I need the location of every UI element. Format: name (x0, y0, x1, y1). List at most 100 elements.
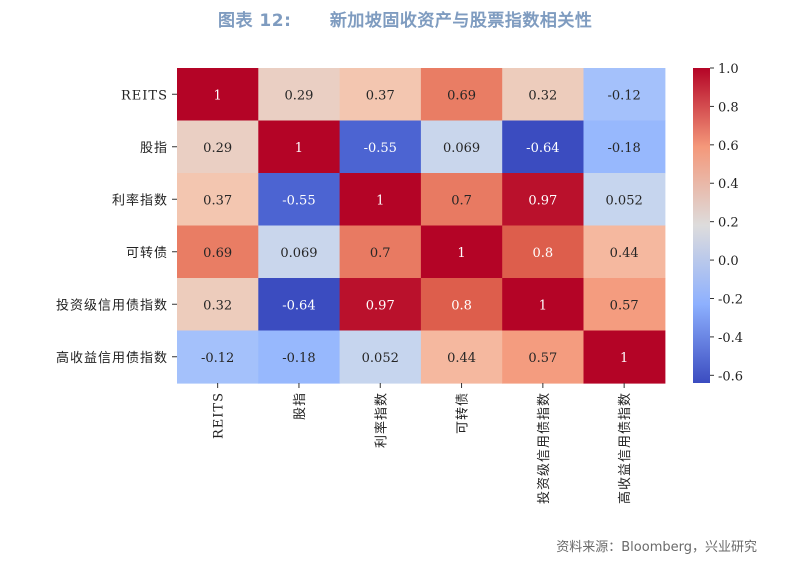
colorbar-tick-label: 0.8 (718, 100, 739, 115)
cell-value-label: 0.44 (610, 246, 639, 261)
source-note: 资料来源：Bloomberg，兴业研究 (556, 540, 757, 555)
row-label: 利率指数 (112, 192, 168, 208)
cell-value-label: 0.052 (362, 351, 399, 366)
heatmap-cell (420, 225, 503, 279)
cell-value-label: 0.069 (443, 141, 480, 156)
colorbar-tick-label: 0.6 (718, 139, 739, 154)
cell-value-label: -0.12 (201, 351, 234, 366)
heatmap-cell (258, 173, 341, 227)
heatmap-cell (420, 173, 503, 227)
heatmap-cell (502, 225, 585, 279)
cell-value-label: 0.8 (533, 246, 554, 261)
heatmap-cell (583, 330, 666, 384)
row-label: 可转债 (126, 246, 168, 261)
cell-value-label: 1 (620, 351, 628, 366)
cell-value-label: -0.55 (282, 193, 315, 208)
heatmap-cell (339, 278, 422, 332)
cell-value-label: 0.069 (280, 246, 317, 261)
heatmap-cell (258, 278, 341, 332)
colorbar (693, 68, 710, 383)
cell-value-label: 0.69 (447, 88, 476, 103)
heatmap-cell (583, 225, 666, 279)
cell-value-label: -0.18 (607, 141, 640, 156)
heatmap-cell (177, 173, 259, 227)
heatmap-cell (502, 278, 585, 332)
cell-value-label: 1 (376, 193, 384, 208)
cell-value-label: -0.64 (526, 141, 559, 156)
cell-value-label: -0.64 (282, 298, 315, 313)
cell-value-label: 0.37 (366, 88, 395, 103)
cell-value-label: 0.97 (366, 298, 395, 313)
heatmap-cell (583, 173, 666, 227)
heatmap-cell (258, 225, 341, 279)
cell-value-label: 0.32 (203, 298, 232, 313)
heatmap-cell (177, 330, 259, 384)
heatmap-cells: 1 0.29 0.37 0.69 0.32 -0.12 0.29 1 -0.55 0.069 -0.… (177, 68, 666, 384)
cell-value-label: 1 (295, 141, 303, 156)
row-label: 股指 (140, 141, 168, 156)
cell-value-label: 0.57 (528, 351, 557, 366)
heatmap-cell (502, 68, 585, 122)
heatmap-cell (339, 225, 422, 279)
col-label: REITS (212, 392, 227, 439)
heatmap-cell (258, 120, 341, 174)
heatmap-cell (339, 120, 422, 174)
heatmap-cell (420, 330, 503, 384)
heatmap-cell (339, 68, 422, 122)
heatmap-cell (502, 173, 585, 227)
cell-value-label: 0.29 (284, 88, 313, 103)
cell-value-label: 0.97 (528, 193, 557, 208)
heatmap-cell (177, 68, 259, 122)
heatmap-cell (339, 173, 422, 227)
cell-value-label: 1 (539, 298, 547, 313)
heatmap-cell (583, 68, 666, 122)
col-label: 高收益信用债指数 (617, 392, 633, 504)
row-label: 投资级信用债指数 (56, 297, 168, 313)
cell-value-label: 1 (457, 246, 465, 261)
cell-value-label: 0.44 (447, 351, 476, 366)
heatmap-cell (420, 278, 503, 332)
heatmap-cell (583, 120, 666, 174)
colorbar-tick-label: 0.2 (718, 216, 739, 231)
col-label: 可转债 (456, 392, 471, 434)
heatmap-cell (258, 68, 341, 122)
heatmap-cell (502, 330, 585, 384)
cell-value-label: -0.55 (364, 141, 397, 156)
heatmap-cell (177, 120, 259, 174)
heatmap-cell (177, 225, 259, 279)
colorbar-tick-label: 1.0 (718, 62, 739, 77)
heatmap-cell (177, 278, 259, 332)
col-labels: REITS 股指 利率指数 可转债 投资级信用债指数 高收益信用债指数 (212, 383, 633, 504)
heatmap-cell (502, 120, 585, 174)
cell-value-label: -0.18 (282, 351, 315, 366)
cell-value-label: 0.69 (203, 246, 232, 261)
cell-value-label: 0.57 (610, 298, 639, 313)
heatmap-cell (583, 278, 666, 332)
cell-value-label: 0.052 (606, 193, 643, 208)
row-label: REITS (121, 88, 168, 103)
cell-value-label: 0.7 (370, 246, 391, 261)
colorbar-tick-label: 0.0 (718, 254, 739, 269)
heatmap-cell (258, 330, 341, 384)
heatmap-chart: 1 0.29 0.37 0.69 0.32 -0.12 0.29 1 -0.55 0.069 -0.… (56, 62, 743, 504)
cell-value-label: 1 (214, 88, 222, 103)
colorbar-tick-label: -0.2 (718, 292, 743, 307)
colorbar-ticks: 1.0 0.8 0.6 0.4 0.2 0.0 -0.2 -0.4 -0.6 (710, 62, 743, 384)
heatmap-cell (420, 68, 503, 122)
colorbar-tick-label: -0.4 (718, 331, 743, 346)
cell-value-label: 0.7 (451, 193, 472, 208)
colorbar-tick-label: 0.4 (718, 177, 739, 192)
col-label: 投资级信用债指数 (536, 392, 552, 504)
colorbar-tick-label: -0.6 (718, 369, 743, 384)
cell-value-label: 0.8 (451, 298, 472, 313)
heatmap-cell (339, 330, 422, 384)
cell-value-label: 0.32 (528, 88, 557, 103)
chart-title: 图表 12: 新加坡固收资产与股票指数相关性 (218, 11, 593, 31)
heatmap-cell (420, 120, 503, 174)
col-label: 利率指数 (373, 392, 389, 448)
col-label: 股指 (293, 392, 308, 420)
row-label: 高收益信用债指数 (56, 350, 168, 366)
cell-value-label: 0.29 (203, 141, 232, 156)
cell-value-label: -0.12 (607, 88, 640, 103)
